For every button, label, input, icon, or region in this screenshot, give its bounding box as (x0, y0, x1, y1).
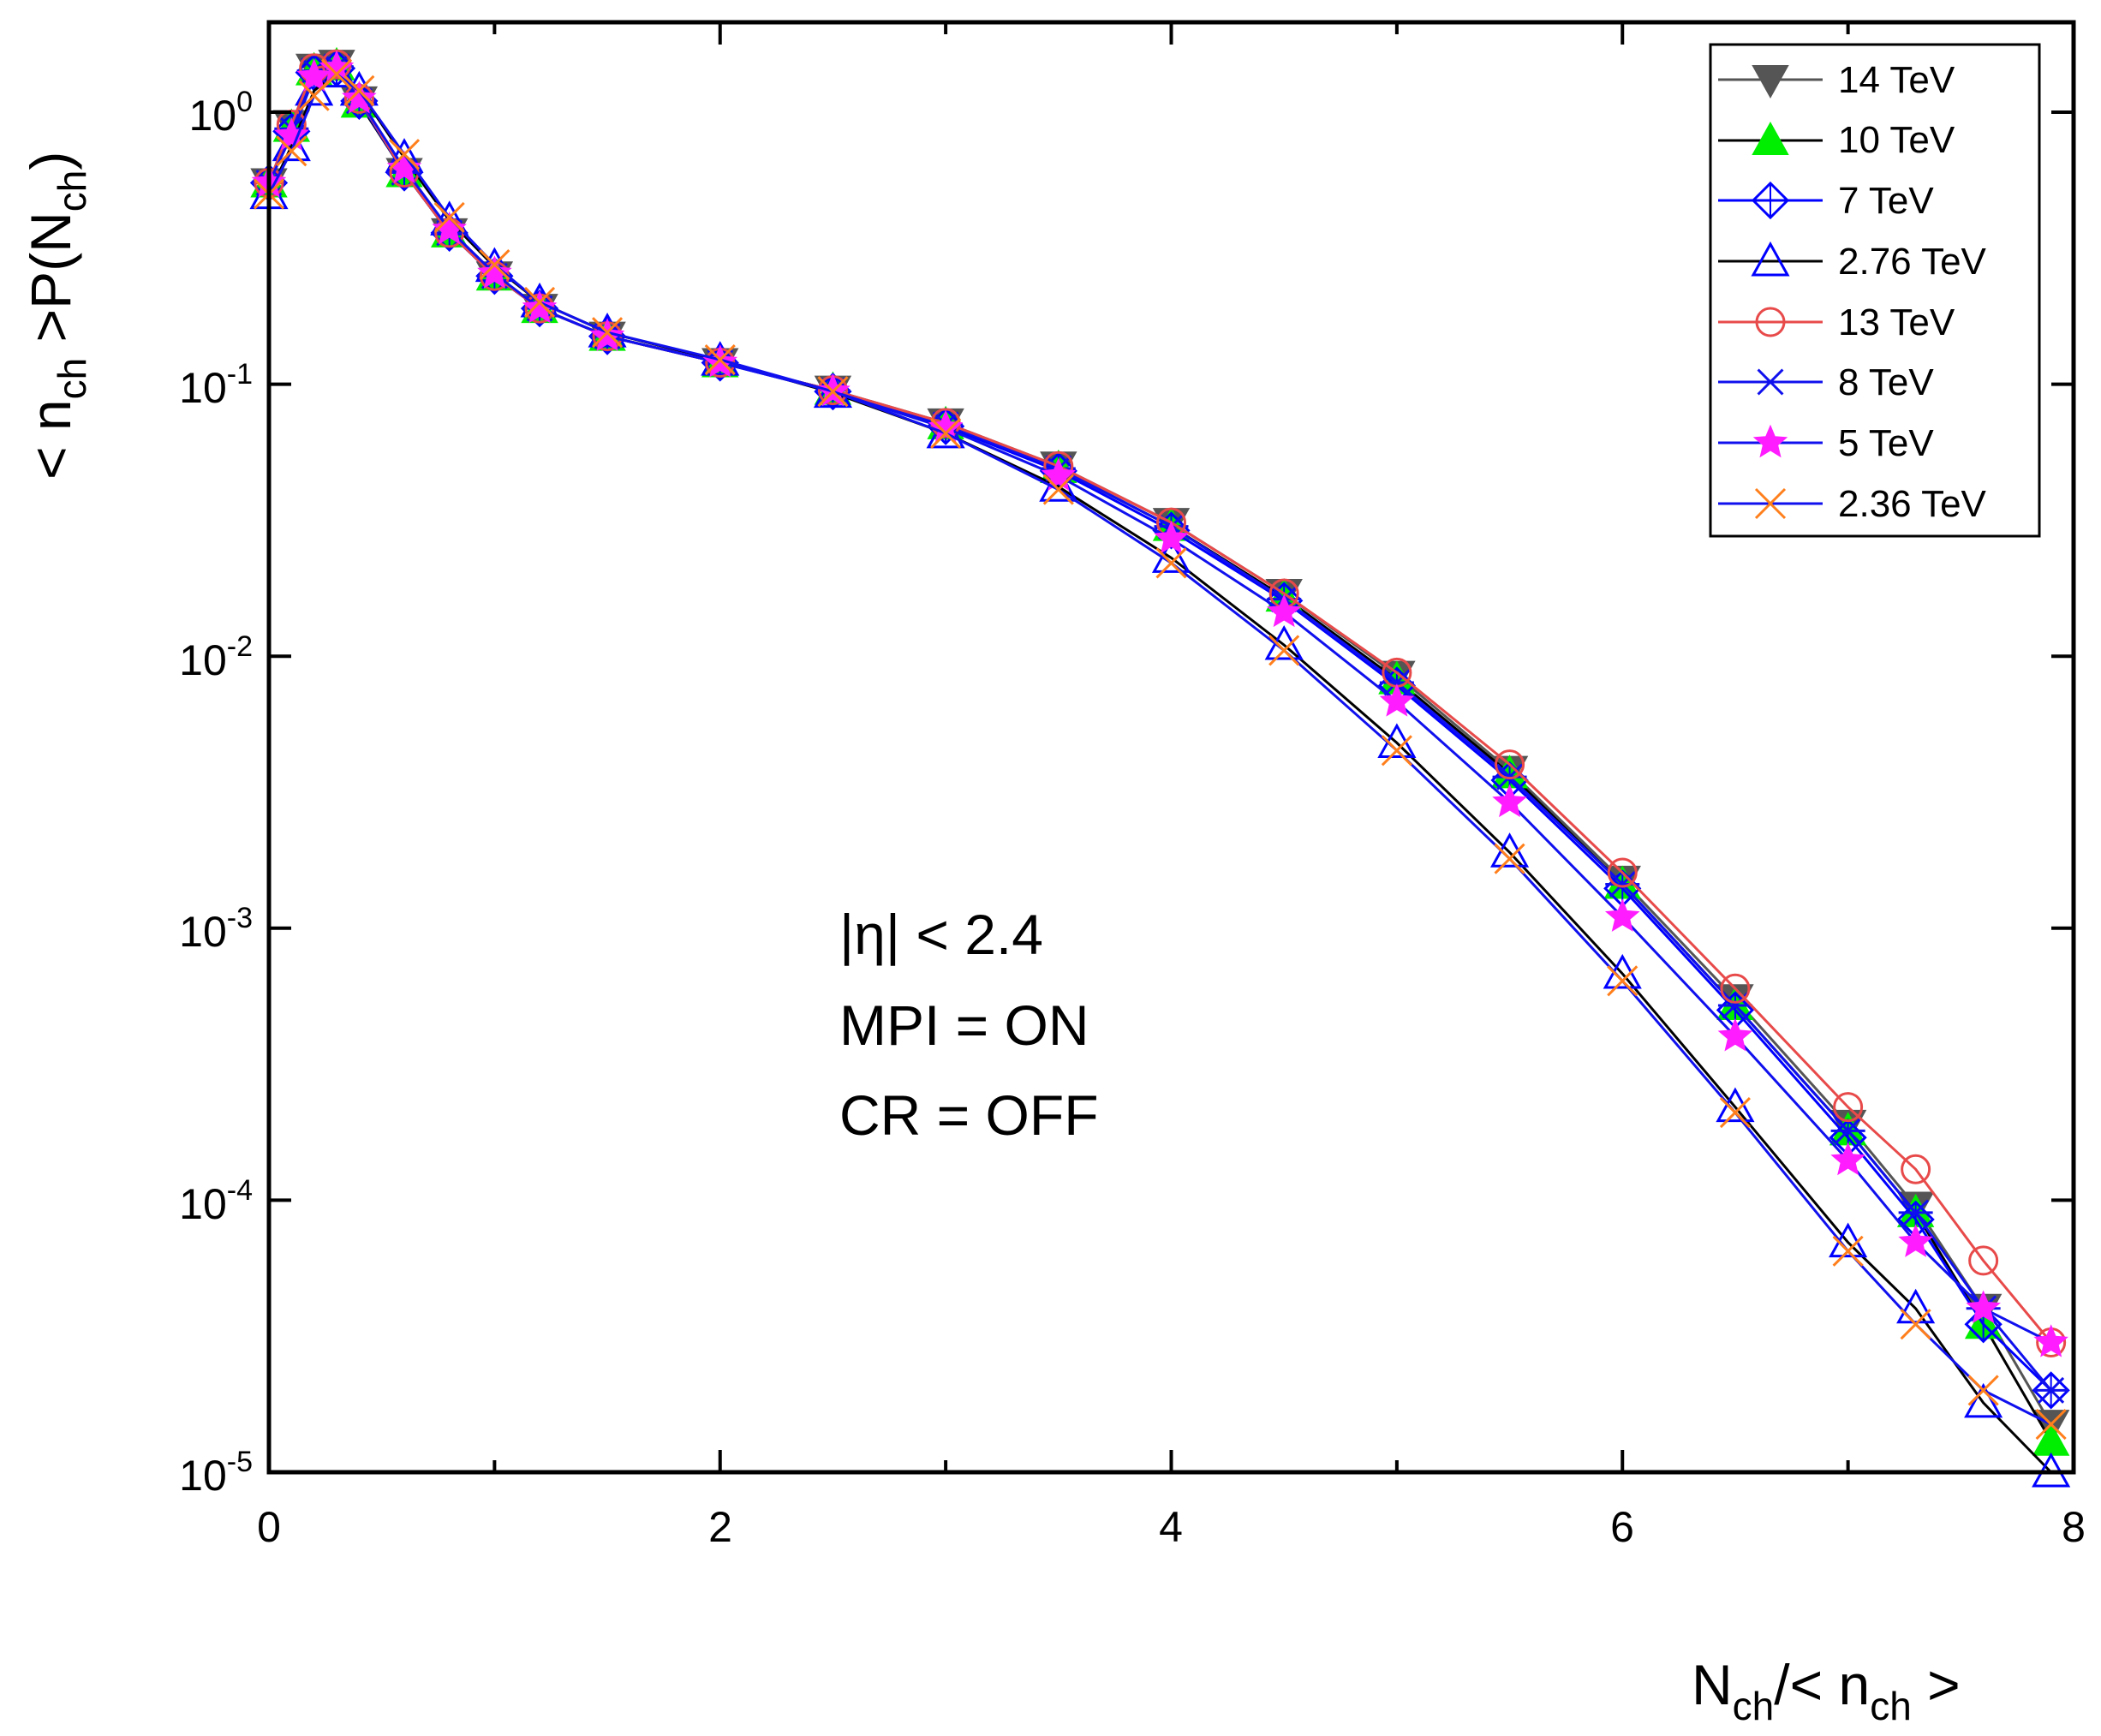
data-point (388, 139, 421, 170)
data-point (296, 58, 331, 92)
legend-marker (1755, 307, 1786, 337)
legend-entry-symbol (1718, 424, 1823, 458)
data-point (477, 255, 512, 289)
data-point (1492, 784, 1527, 818)
x-tick-label: 4 (1159, 1503, 1183, 1551)
y-tick-label: 10-3 (179, 902, 253, 956)
data-point (592, 317, 624, 349)
legend-label: 10 TeV (1838, 119, 1955, 161)
data-point (930, 417, 962, 449)
legend-marker (1751, 181, 1790, 220)
legend-entry-symbol (1718, 487, 1823, 520)
legend-label: 8 TeV (1838, 361, 1934, 403)
data-point (1898, 1199, 1933, 1226)
data-point (2033, 1376, 2068, 1404)
series-2.36-tev (253, 58, 2067, 1441)
data-point (1900, 1309, 1931, 1340)
data-point (1155, 547, 1187, 579)
x-tick-label: 6 (1610, 1503, 1634, 1551)
legend-entry-symbol (1718, 181, 1823, 220)
data-point (1830, 1142, 1865, 1176)
data-point (1268, 635, 1300, 666)
legend-label: 7 TeV (1838, 180, 1934, 222)
data-point (522, 289, 558, 324)
series-layer (249, 46, 2071, 1488)
data-point (704, 343, 736, 376)
legend-marker (1751, 241, 1790, 277)
annotation-eta: |η| < 2.4 (839, 903, 1043, 966)
data-point (1964, 1382, 2003, 1418)
data-point (1719, 1097, 1751, 1129)
annotation-mpi: MPI = ON (839, 993, 1089, 1057)
legend-entry-symbol (1718, 368, 1823, 396)
data-point (386, 150, 422, 184)
legend-marker (1752, 121, 1789, 155)
data-point (479, 249, 510, 281)
data-point (2033, 1324, 2068, 1357)
legend-entry-symbol (1718, 121, 1823, 155)
data-point (1901, 1154, 1931, 1184)
legend-box (1709, 43, 2041, 538)
data-point (589, 318, 625, 351)
data-point (1832, 1235, 1864, 1267)
legend-marker (1752, 65, 1789, 99)
data-point (1717, 1017, 1753, 1052)
data-point (2032, 1422, 2070, 1456)
legend-label: 2.36 TeV (1838, 483, 1987, 525)
data-point (320, 58, 353, 90)
legend-marker (1753, 368, 1788, 396)
data-point (342, 81, 377, 114)
legend-entry-symbol (1718, 241, 1823, 277)
data-point (1495, 749, 1525, 780)
data-point (433, 201, 465, 234)
y-tick-label: 100 (188, 86, 253, 140)
legend-marker (1752, 424, 1788, 458)
data-point (1967, 1375, 1999, 1406)
data-point (523, 286, 556, 319)
data-point (1607, 965, 1638, 997)
y-tick-label: 10-4 (179, 1174, 253, 1228)
legend: 14 TeV 10 TeV 7 TeV 2.76 TeV 13 TeV 8 Te… (1709, 43, 2041, 538)
legend-marker (1754, 487, 1787, 520)
x-tick-label: 8 (2062, 1503, 2086, 1551)
y-axis-label: < nch >P(Nch) (19, 152, 94, 480)
data-point (1833, 1092, 1864, 1123)
data-point (1830, 1117, 1865, 1144)
data-point (817, 376, 849, 408)
x-axis-label: Nch/< nch > (1692, 1653, 1961, 1728)
legend-label: 13 TeV (1838, 301, 1955, 343)
data-point (276, 135, 307, 167)
data-point (1266, 594, 1302, 628)
legend-label: 5 TeV (1838, 422, 1934, 464)
data-point (343, 75, 375, 106)
axis-ticks (267, 22, 2075, 1474)
legend-label: 2.76 TeV (1838, 241, 1987, 283)
y-tick-label: 10-1 (179, 358, 253, 412)
x-tick-label: 2 (708, 1503, 732, 1551)
data-point (1379, 683, 1415, 717)
data-point (1042, 474, 1074, 505)
data-point (1966, 1290, 2001, 1324)
legend-entry-symbol (1718, 307, 1823, 337)
data-point (1154, 520, 1189, 554)
data-point (2035, 1409, 2067, 1441)
data-point (1494, 843, 1525, 874)
data-point (1896, 1288, 1936, 1324)
annotation-cr: CR = OFF (839, 1083, 1099, 1147)
legend-markers (1718, 65, 1823, 520)
data-point (1898, 1224, 1933, 1257)
x-tick-label: 0 (257, 1503, 281, 1551)
data-point (1604, 898, 1640, 932)
data-point (432, 211, 467, 245)
y-tick-label: 10-2 (179, 630, 253, 684)
y-tick-label: 10-5 (179, 1446, 253, 1500)
data-point (1381, 735, 1412, 767)
legend-label: 14 TeV (1838, 59, 1955, 101)
data-point (1968, 1245, 1999, 1276)
legend-entry-symbol (1718, 65, 1823, 99)
data-point (1607, 857, 1638, 888)
data-point (1720, 973, 1751, 1004)
